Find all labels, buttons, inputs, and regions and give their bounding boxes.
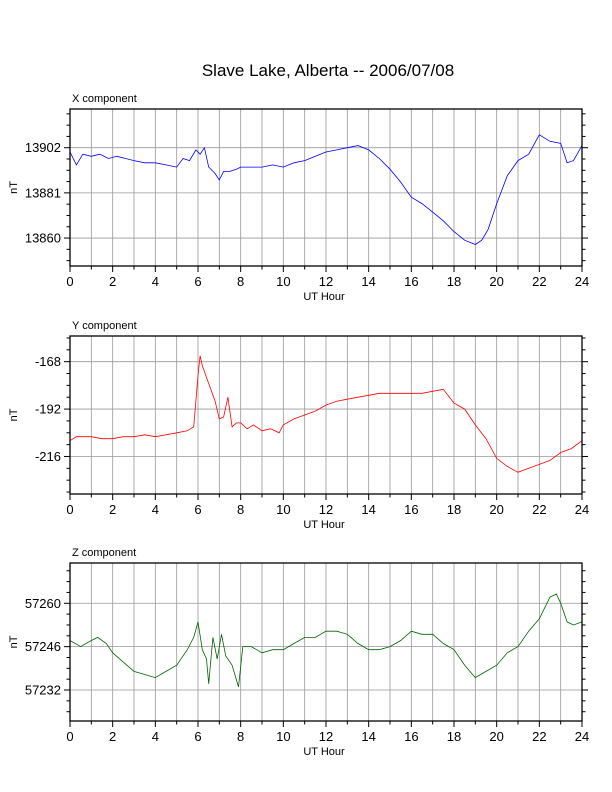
x-tick-label: 20 <box>489 274 503 289</box>
x-tick-label: 22 <box>532 502 546 517</box>
y-tick-label: 13881 <box>25 185 61 200</box>
x-tick-label: 8 <box>237 274 244 289</box>
y-tick-label: 57232 <box>25 683 61 698</box>
z-component-y-axis-label: nT <box>8 635 20 648</box>
x-tick-label: 18 <box>447 729 461 744</box>
x-tick-label: 0 <box>66 274 73 289</box>
x-tick-label: 16 <box>404 502 418 517</box>
x-tick-label: 6 <box>194 274 201 289</box>
x-tick-label: 2 <box>109 729 116 744</box>
x-tick-label: 14 <box>361 274 375 289</box>
x-component-grid <box>70 109 582 266</box>
x-tick-label: 18 <box>447 274 461 289</box>
x-tick-label: 16 <box>404 274 418 289</box>
y-component-x-axis-label: UT Hour <box>303 519 345 531</box>
y-component-y-axis-label: nT <box>8 408 20 421</box>
x-tick-label: 2 <box>109 502 116 517</box>
y-tick-label: 57260 <box>25 596 61 611</box>
x-tick-label: 22 <box>532 274 546 289</box>
x-tick-label: 10 <box>276 274 290 289</box>
x-tick-label: 2 <box>109 274 116 289</box>
y-component-label: Y component <box>72 320 137 332</box>
x-tick-label: 0 <box>66 729 73 744</box>
x-tick-label: 10 <box>276 502 290 517</box>
x-tick-label: 22 <box>532 729 546 744</box>
x-tick-label: 20 <box>489 729 503 744</box>
z-component-series-line <box>69 593 583 688</box>
x-component-series-line <box>69 134 583 245</box>
x-tick-label: 4 <box>152 274 159 289</box>
y-component-grid <box>70 336 582 494</box>
x-tick-label: 0 <box>66 502 73 517</box>
x-tick-label: 10 <box>276 729 290 744</box>
x-tick-label: 24 <box>575 502 589 517</box>
y-tick-label: 13860 <box>25 231 61 246</box>
x-component-y-axis-label: nT <box>8 181 20 194</box>
y-tick-label: -168 <box>35 354 61 369</box>
x-tick-label: 12 <box>319 729 333 744</box>
x-tick-label: 14 <box>361 502 375 517</box>
x-tick-label: 14 <box>361 729 375 744</box>
y-component-series-line <box>69 355 583 473</box>
x-tick-label: 24 <box>575 729 589 744</box>
x-tick-label: 4 <box>152 729 159 744</box>
y-tick-label: 57246 <box>25 639 61 654</box>
x-tick-label: 4 <box>152 502 159 517</box>
y-tick-label: 13902 <box>25 140 61 155</box>
x-tick-label: 8 <box>237 502 244 517</box>
x-tick-label: 8 <box>237 729 244 744</box>
figure-title: Slave Lake, Alberta -- 2006/07/08 <box>202 61 454 80</box>
x-tick-label: 16 <box>404 729 418 744</box>
z-component-x-axis-label: UT Hour <box>303 746 345 758</box>
x-tick-label: 12 <box>319 274 333 289</box>
x-tick-label: 24 <box>575 274 589 289</box>
x-tick-label: 20 <box>489 502 503 517</box>
x-component-x-axis-label: UT Hour <box>303 291 345 303</box>
y-tick-label: -192 <box>35 402 61 417</box>
z-component-grid <box>70 563 582 721</box>
x-tick-label: 6 <box>194 502 201 517</box>
z-component-label: Z component <box>72 547 136 559</box>
x-tick-label: 6 <box>194 729 201 744</box>
x-tick-label: 12 <box>319 502 333 517</box>
x-component-label: X component <box>72 93 137 105</box>
x-tick-label: 18 <box>447 502 461 517</box>
y-tick-label: -216 <box>35 449 61 464</box>
